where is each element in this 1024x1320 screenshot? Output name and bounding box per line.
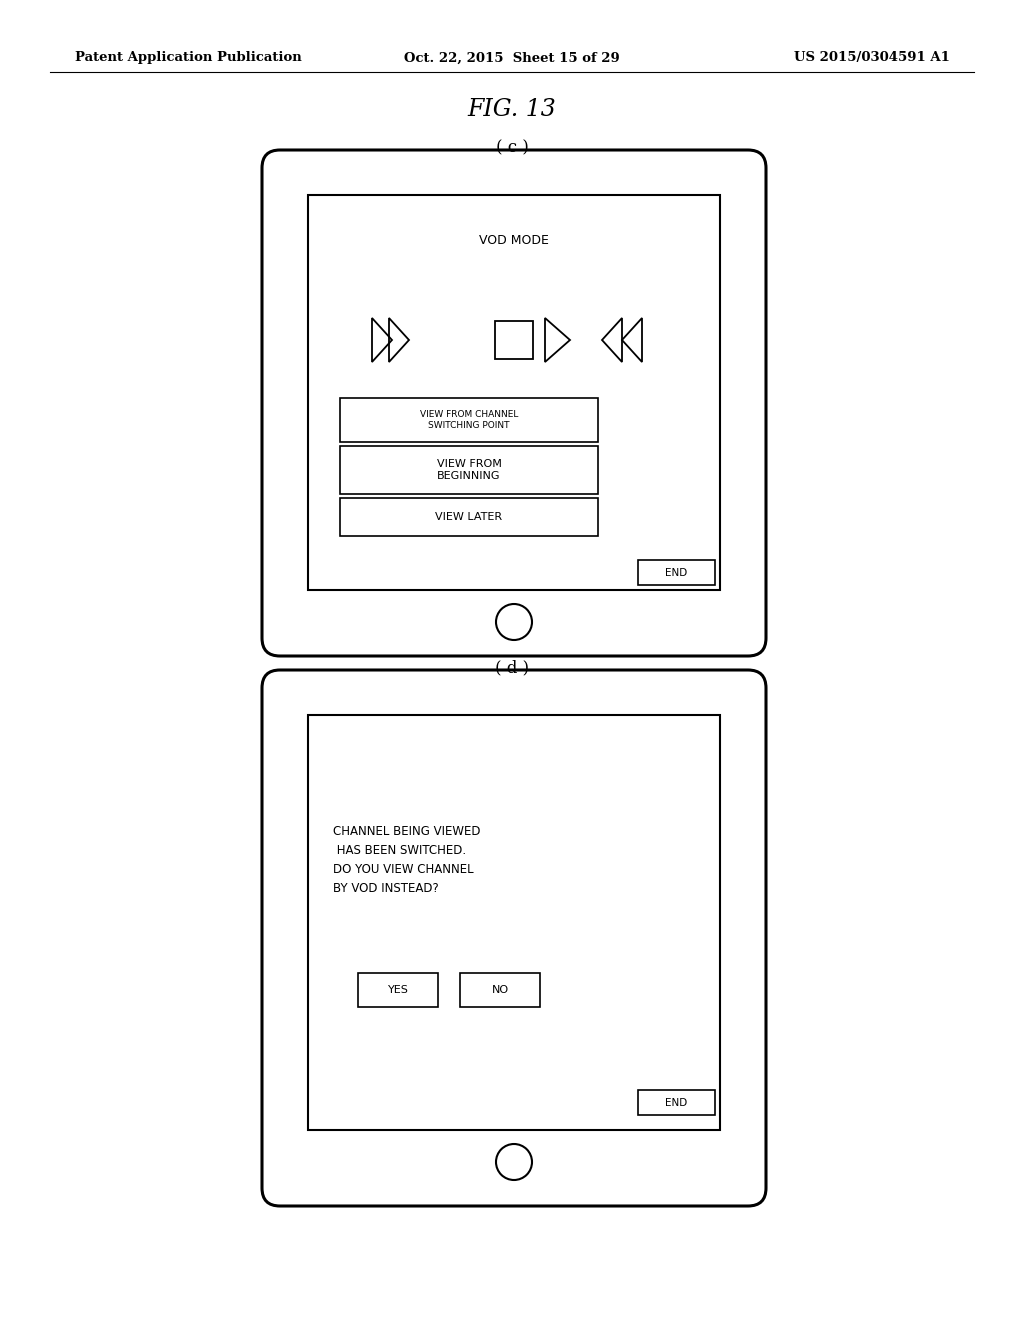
Text: ( c ): ( c ) bbox=[496, 140, 528, 157]
Text: VIEW FROM
BEGINNING: VIEW FROM BEGINNING bbox=[436, 459, 502, 482]
Text: END: END bbox=[666, 1097, 688, 1107]
Circle shape bbox=[496, 1144, 532, 1180]
Bar bbox=[308, 195, 720, 590]
Bar bbox=[340, 446, 598, 494]
Text: US 2015/0304591 A1: US 2015/0304591 A1 bbox=[795, 51, 950, 65]
Bar bbox=[638, 1090, 715, 1115]
Bar bbox=[495, 321, 534, 359]
Text: YES: YES bbox=[387, 985, 409, 995]
Text: CHANNEL BEING VIEWED
 HAS BEEN SWITCHED.
DO YOU VIEW CHANNEL
BY VOD INSTEAD?: CHANNEL BEING VIEWED HAS BEEN SWITCHED. … bbox=[333, 825, 480, 895]
Bar bbox=[340, 498, 598, 536]
Text: FIG. 13: FIG. 13 bbox=[468, 99, 556, 121]
Text: VOD MODE: VOD MODE bbox=[479, 234, 549, 247]
Text: ( d ): ( d ) bbox=[495, 660, 529, 676]
Text: END: END bbox=[666, 568, 688, 578]
Text: VIEW LATER: VIEW LATER bbox=[435, 512, 503, 521]
Bar bbox=[460, 973, 540, 1007]
Text: NO: NO bbox=[492, 985, 509, 995]
Bar bbox=[358, 973, 438, 1007]
Bar bbox=[308, 715, 720, 1130]
FancyBboxPatch shape bbox=[262, 671, 766, 1206]
Text: Oct. 22, 2015  Sheet 15 of 29: Oct. 22, 2015 Sheet 15 of 29 bbox=[404, 51, 620, 65]
Bar bbox=[340, 399, 598, 442]
Circle shape bbox=[496, 605, 532, 640]
Bar bbox=[638, 560, 715, 585]
Text: VIEW FROM CHANNEL
SWITCHING POINT: VIEW FROM CHANNEL SWITCHING POINT bbox=[420, 411, 518, 430]
Text: Patent Application Publication: Patent Application Publication bbox=[75, 51, 302, 65]
FancyBboxPatch shape bbox=[262, 150, 766, 656]
